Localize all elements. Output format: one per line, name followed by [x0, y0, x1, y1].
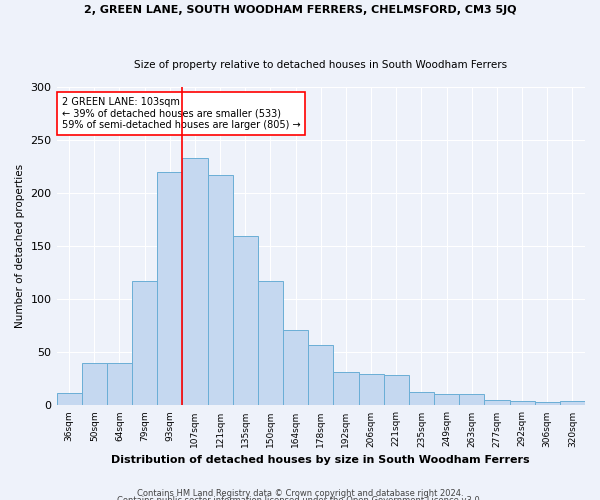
Text: 2 GREEN LANE: 103sqm
← 39% of detached houses are smaller (533)
59% of semi-deta: 2 GREEN LANE: 103sqm ← 39% of detached h…	[62, 97, 301, 130]
Bar	[409, 392, 434, 406]
Bar	[157, 172, 182, 406]
Title: Size of property relative to detached houses in South Woodham Ferrers: Size of property relative to detached ho…	[134, 60, 508, 70]
Bar	[233, 236, 258, 406]
Bar	[208, 176, 233, 406]
Text: 2, GREEN LANE, SOUTH WOODHAM FERRERS, CHELMSFORD, CM3 5JQ: 2, GREEN LANE, SOUTH WOODHAM FERRERS, CH…	[84, 5, 516, 15]
Bar	[509, 401, 535, 406]
Bar	[56, 392, 82, 406]
Bar	[484, 400, 509, 406]
Bar	[107, 363, 132, 406]
Bar	[359, 374, 383, 406]
Bar	[560, 401, 585, 406]
Text: Contains public sector information licensed under the Open Government Licence v3: Contains public sector information licen…	[118, 496, 482, 500]
Bar	[82, 363, 107, 406]
Bar	[283, 330, 308, 406]
X-axis label: Distribution of detached houses by size in South Woodham Ferrers: Distribution of detached houses by size …	[112, 455, 530, 465]
Text: Contains HM Land Registry data © Crown copyright and database right 2024.: Contains HM Land Registry data © Crown c…	[137, 488, 463, 498]
Bar	[535, 402, 560, 406]
Bar	[459, 394, 484, 406]
Bar	[182, 158, 208, 406]
Bar	[383, 374, 409, 406]
Bar	[132, 282, 157, 406]
Bar	[434, 394, 459, 406]
Bar	[334, 372, 359, 406]
Bar	[308, 345, 334, 406]
Bar	[258, 282, 283, 406]
Y-axis label: Number of detached properties: Number of detached properties	[15, 164, 25, 328]
